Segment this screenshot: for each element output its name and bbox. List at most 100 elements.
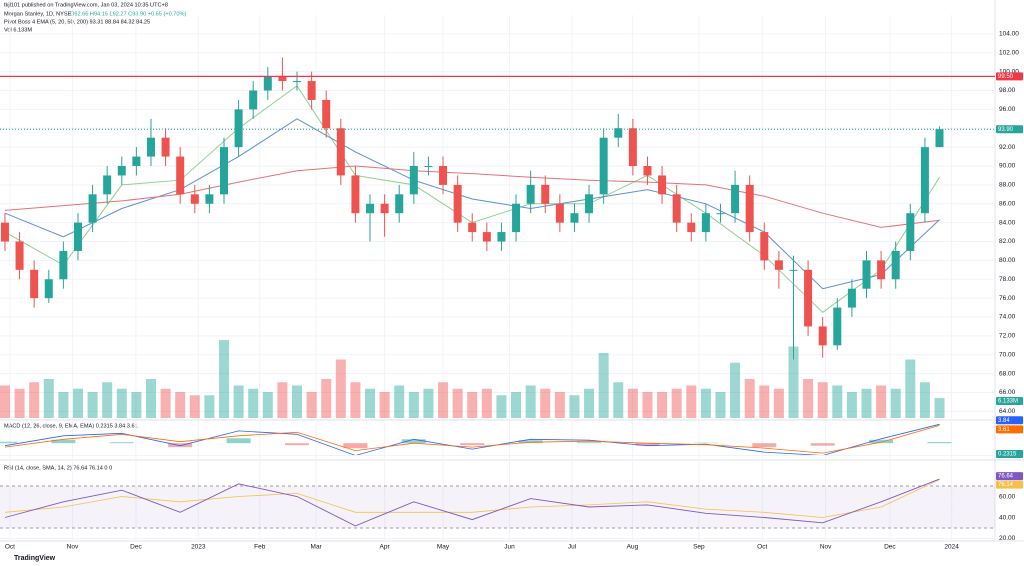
candle-body: [789, 269, 798, 271]
y-tick-label: 20.00: [999, 535, 1016, 542]
volume-bar: [14, 388, 25, 418]
candle-body: [395, 194, 404, 214]
volume-bar: [613, 382, 624, 418]
volume-bar: [262, 392, 273, 418]
volume-bar: [423, 388, 434, 418]
candle-body: [526, 184, 535, 204]
x-tick-label: Apr: [380, 544, 391, 551]
volume-bar: [306, 392, 317, 418]
candle-body: [585, 194, 594, 214]
volume-bar: [730, 362, 741, 418]
volume-bar: [759, 385, 770, 418]
x-tick-label: Aug: [627, 544, 639, 551]
candle-body: [745, 184, 754, 233]
macd-histogram: [343, 443, 368, 449]
volume-bar: [642, 392, 653, 418]
volume-bar: [292, 385, 303, 418]
candle-body: [891, 250, 900, 280]
volume-bar: [102, 382, 113, 418]
candle-body: [30, 269, 39, 299]
volume-bar: [569, 395, 580, 418]
volume-bar: [481, 388, 492, 418]
volume-label: 6.133M: [998, 399, 1018, 405]
candle-body: [117, 166, 126, 176]
hline-label-box: [996, 72, 1023, 81]
candle-body: [409, 166, 418, 195]
candle-body: [760, 232, 769, 261]
candle-body: [336, 128, 345, 176]
candle-body: [658, 175, 667, 195]
volume-bar: [657, 392, 668, 418]
signal-value: 3.61: [998, 427, 1010, 433]
y-tick-label: 92.00: [999, 144, 1016, 151]
rsi-value: 76.64: [998, 474, 1014, 480]
x-tick-label: Nov: [67, 544, 79, 551]
y-tick-label: 40.00: [999, 514, 1016, 521]
y-tick-label: 104.00: [999, 31, 1019, 38]
rsi-ma-value-box: [996, 480, 1023, 489]
volume-bar: [773, 388, 784, 418]
candle-body: [541, 184, 550, 204]
candle-body: [701, 213, 710, 233]
volume-bar: [671, 388, 682, 418]
x-tick-label: 2023: [191, 544, 206, 551]
volume-bar: [876, 385, 887, 418]
volume-bar: [934, 398, 945, 418]
x-tick-label: Jul: [568, 544, 577, 551]
y-tick-label: 82.00: [999, 238, 1016, 245]
y-tick-label: 100.00: [999, 68, 1019, 75]
candle-body: [249, 90, 258, 110]
y-tick-label: 78.00: [999, 276, 1016, 283]
volume-bar: [817, 382, 828, 418]
rsi-ma-value: 76.14: [998, 482, 1014, 488]
y-tick-label: 72.00: [999, 333, 1016, 340]
x-tick-label: Jun: [504, 544, 515, 551]
macd-histogram: [168, 443, 193, 448]
macd-histogram: [810, 443, 835, 446]
candle-body: [862, 260, 871, 289]
volume-bar: [788, 346, 799, 418]
candle-body: [205, 194, 214, 204]
y-tick-label: 70.00: [999, 351, 1016, 358]
candle-body: [219, 147, 228, 195]
volume-bar: [861, 388, 872, 418]
x-tick-label: Mar: [311, 544, 323, 551]
macd-legend: MACD (12, 26, close, 9, EMA, EMA) 0.2315…: [4, 423, 138, 429]
macd-histogram: [226, 438, 251, 444]
y-tick-label: 102.00: [999, 49, 1019, 56]
volume-bar: [715, 392, 726, 418]
y-tick-label: 96.00: [999, 106, 1016, 113]
volume-bar: [277, 382, 288, 418]
rsi-legend: RSI (14, close, SMA, 14, 2) 76.64 76.14 …: [4, 465, 112, 471]
volume-bar: [803, 379, 814, 418]
candle-body: [322, 99, 331, 129]
candle-body: [293, 81, 302, 83]
volume-bar: [744, 379, 755, 418]
volume-bar: [175, 392, 186, 418]
hist-value: 0.2315: [998, 452, 1017, 458]
candle-body: [847, 288, 856, 308]
x-tick-label: Oct: [757, 544, 767, 551]
volume-bar: [145, 379, 156, 418]
candle-body: [716, 213, 725, 215]
volume-bar: [511, 392, 522, 418]
candle-body: [599, 137, 608, 195]
volume-bar: [554, 392, 565, 418]
macd-histogram: [109, 442, 134, 444]
candle-body: [833, 307, 842, 346]
macd-histogram: [518, 440, 543, 444]
y-tick-label: 68.00: [999, 370, 1016, 377]
volume-bar: [365, 388, 376, 418]
candle-body: [643, 166, 652, 176]
candle-body: [774, 260, 783, 270]
candle-body: [0, 222, 9, 242]
candle-body: [15, 241, 24, 270]
macd-histogram: [869, 439, 894, 444]
footer-logo: TradingView: [14, 555, 56, 562]
volume-bar: [160, 388, 171, 418]
candle-body: [512, 203, 521, 233]
ohlc-text: O92.66 H94.15 L92.27 C93.90 +0.65 (+0.70…: [70, 11, 186, 17]
rsi-ma-line: [4, 479, 940, 518]
candle-body: [818, 326, 827, 346]
